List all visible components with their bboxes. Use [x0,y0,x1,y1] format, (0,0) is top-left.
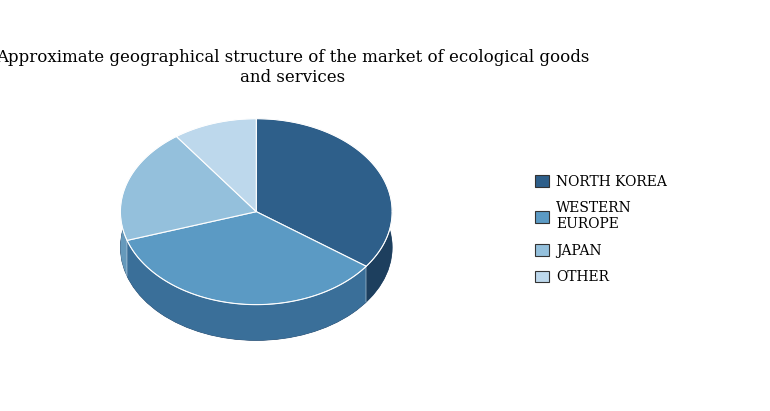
Ellipse shape [120,155,392,340]
Legend: NORTH KOREA, WESTERN
EUROPE, JAPAN, OTHER: NORTH KOREA, WESTERN EUROPE, JAPAN, OTHE… [535,175,667,284]
Polygon shape [256,119,392,302]
Polygon shape [256,119,392,266]
Polygon shape [176,119,256,212]
Polygon shape [176,119,256,172]
Polygon shape [127,240,367,340]
Polygon shape [127,212,367,305]
Polygon shape [120,136,256,240]
Polygon shape [120,136,176,276]
Text: Approximate geographical structure of the market of ecological goods
and service: Approximate geographical structure of th… [0,49,589,86]
